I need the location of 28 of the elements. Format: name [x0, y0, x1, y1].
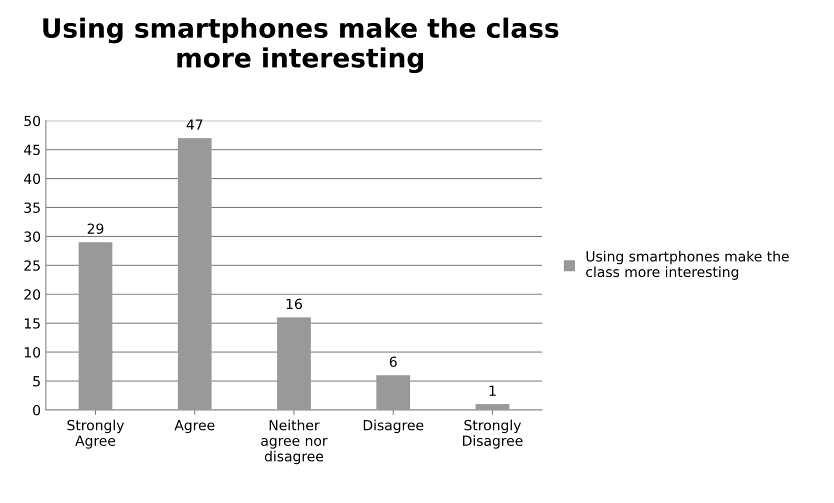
y-tick-label: 25 — [24, 260, 40, 271]
bar — [376, 375, 410, 410]
x-tick-label: Neither agree nor disagree — [261, 420, 328, 464]
data-label: 6 — [390, 356, 397, 367]
y-tick-label: 20 — [24, 289, 40, 300]
y-tick-label: 10 — [24, 347, 40, 358]
y-tick-label: 45 — [24, 144, 40, 156]
data-label: 47 — [186, 120, 202, 130]
y-tick-label: 30 — [24, 231, 40, 242]
y-tick-label: 0 — [33, 404, 40, 416]
bar — [277, 317, 311, 410]
bar — [476, 404, 510, 410]
y-tick-label: 35 — [24, 202, 40, 213]
y-tick-label: 40 — [24, 174, 40, 184]
chart-title: Using smartphones make the class more interesting — [43, 18, 558, 74]
bar — [78, 242, 112, 410]
legend-label: Using smartphones make the class more interesting — [586, 250, 789, 280]
y-tick-label: 5 — [33, 376, 40, 386]
x-tick-label: Strongly Disagree — [463, 420, 523, 449]
y-tick-label: 50 — [24, 116, 40, 126]
x-tick-label: Strongly Agree — [67, 420, 124, 449]
data-label: 16 — [286, 298, 302, 310]
x-tick-label: Disagree — [364, 420, 424, 434]
data-label: 29 — [88, 223, 104, 234]
data-label: 1 — [490, 386, 496, 396]
x-tick-label: Agree — [174, 420, 214, 434]
bar — [178, 138, 212, 410]
y-tick-label: 15 — [24, 318, 40, 329]
